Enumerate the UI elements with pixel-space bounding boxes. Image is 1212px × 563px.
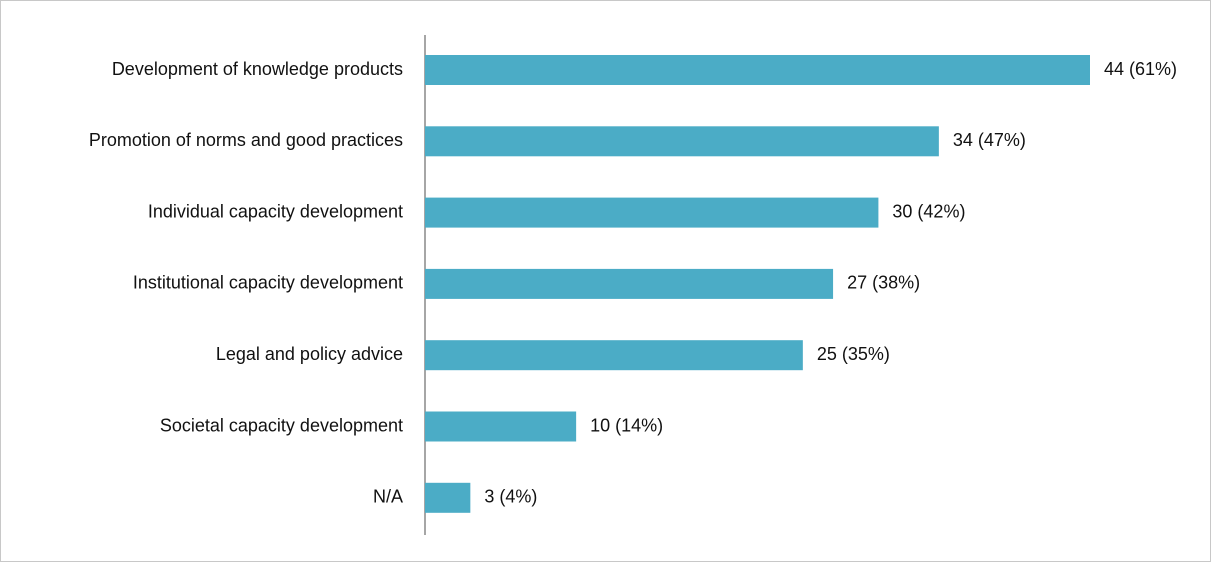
category-label: Promotion of norms and good practices — [89, 130, 403, 150]
value-label: 27 (38%) — [847, 273, 920, 293]
value-label: 3 (4%) — [484, 487, 537, 507]
value-label: 30 (42%) — [892, 201, 965, 221]
bar — [425, 55, 1090, 85]
bar — [425, 411, 577, 442]
value-label: 44 (61%) — [1104, 59, 1177, 79]
value-label: 34 (47%) — [953, 130, 1026, 150]
category-label: Legal and policy advice — [216, 344, 403, 364]
value-label: 10 (14%) — [590, 415, 663, 435]
bar — [425, 340, 803, 371]
bar — [425, 126, 939, 157]
bar — [425, 197, 879, 228]
bar — [425, 482, 471, 513]
category-label: Institutional capacity development — [133, 273, 403, 293]
category-label: Societal capacity development — [160, 415, 403, 435]
category-label: Development of knowledge products — [112, 59, 403, 79]
value-label: 25 (35%) — [817, 344, 890, 364]
category-label: N/A — [373, 487, 403, 507]
category-label: Individual capacity development — [148, 201, 403, 221]
bar — [425, 268, 834, 299]
